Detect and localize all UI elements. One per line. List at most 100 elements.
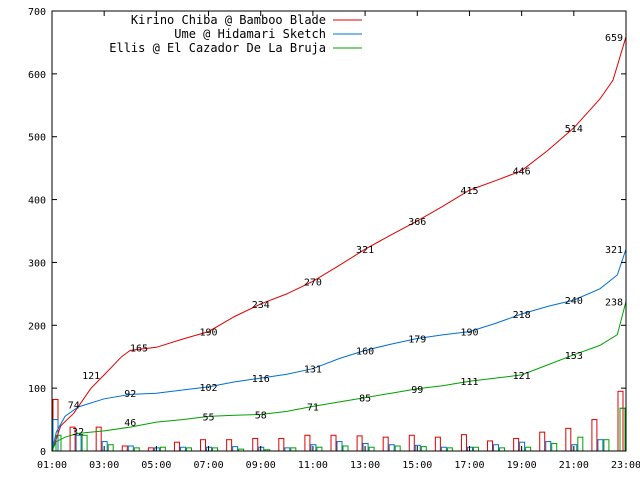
- bar: [591, 419, 598, 452]
- axes: 0 100 200 300 400 500 600 700 01:00 03:00 05:00 07:…: [28, 7, 640, 471]
- bar: [493, 444, 500, 452]
- bar: [179, 446, 186, 452]
- bar: [368, 446, 375, 452]
- bar: [304, 434, 311, 452]
- x-tick-label: 21:00: [559, 460, 589, 471]
- data-label: 111: [460, 377, 478, 388]
- data-label: 270: [304, 277, 322, 288]
- x-tick-label: 13:00: [350, 460, 380, 471]
- bar: [539, 431, 546, 452]
- data-label: 415: [460, 186, 478, 197]
- y-tick-label: 100: [28, 384, 46, 395]
- series-line-2: [51, 249, 627, 452]
- data-label: 160: [356, 346, 374, 357]
- bar: [159, 446, 166, 452]
- hourly-bars: [52, 390, 626, 452]
- data-labels: 121 165 190 234 270 321 366 415 446 514 659 74 92 102…: [68, 33, 623, 438]
- y-tick-label: 500: [28, 133, 46, 144]
- bar: [440, 446, 447, 452]
- x-tick-label: 19:00: [507, 460, 537, 471]
- bar: [342, 445, 349, 452]
- x-tick-label: 05:00: [141, 460, 171, 471]
- data-label: 131: [304, 365, 322, 376]
- bar: [173, 441, 180, 452]
- data-label: 366: [408, 217, 426, 228]
- bar: [200, 439, 207, 452]
- x-tick-label: 17:00: [454, 460, 484, 471]
- data-label: 55: [203, 412, 215, 423]
- x-tick-label: 07:00: [193, 460, 223, 471]
- data-label: 116: [252, 374, 270, 385]
- data-label: 46: [124, 418, 136, 429]
- bar: [127, 445, 134, 452]
- data-label: 190: [200, 328, 218, 339]
- legend-label: Ellis @ El Cazador De La Bruja: [109, 41, 326, 55]
- data-label: 321: [356, 245, 374, 256]
- bar: [551, 442, 558, 452]
- bar: [577, 436, 584, 452]
- x-tick-label: 23:00: [611, 460, 640, 471]
- data-label: 92: [124, 389, 136, 400]
- x-tick-label: 09:00: [246, 460, 276, 471]
- data-label: 153: [565, 351, 583, 362]
- bar: [330, 434, 337, 452]
- data-label: 659: [605, 33, 623, 44]
- bar: [565, 427, 572, 452]
- y-tick-label: 400: [28, 196, 46, 207]
- data-label: 121: [82, 371, 100, 382]
- bar: [460, 434, 467, 452]
- bar: [525, 446, 532, 452]
- bar: [420, 446, 427, 452]
- data-label: 240: [565, 296, 583, 307]
- y-tick-label: 0: [40, 447, 46, 458]
- bar: [394, 445, 401, 452]
- bar: [472, 446, 479, 452]
- legend-label: Kirino Chiba @ Bamboo Blade: [131, 13, 326, 27]
- bar: [278, 437, 285, 452]
- bar: [597, 439, 604, 452]
- data-label: 165: [130, 343, 148, 354]
- y-tick-label: 200: [28, 321, 46, 332]
- data-label: 234: [252, 300, 270, 311]
- y-tick-label: 600: [28, 70, 46, 81]
- data-label: 32: [72, 427, 84, 438]
- data-label: 58: [255, 411, 267, 422]
- x-tick-label: 15:00: [402, 460, 432, 471]
- data-label: 74: [68, 400, 80, 411]
- data-label: 218: [513, 310, 531, 321]
- bar: [95, 426, 102, 452]
- bar: [603, 439, 610, 452]
- bar: [408, 434, 415, 452]
- data-label: 514: [565, 124, 583, 135]
- bar: [356, 435, 363, 452]
- bar: [388, 444, 395, 452]
- y-tick-label: 300: [28, 258, 46, 269]
- data-label: 71: [307, 402, 319, 413]
- x-tick-label: 11:00: [298, 460, 328, 471]
- bar: [316, 446, 323, 452]
- series-line-1: [51, 36, 627, 452]
- data-label: 446: [513, 167, 531, 178]
- data-label: 190: [460, 328, 478, 339]
- bar: [252, 437, 259, 452]
- y-tick-label: 700: [28, 7, 46, 18]
- bar: [487, 440, 494, 452]
- bar: [382, 436, 389, 452]
- data-label: 179: [408, 334, 426, 345]
- data-label: 99: [411, 385, 423, 396]
- plot-frame: [51, 10, 627, 452]
- data-label: 121: [513, 371, 531, 382]
- bar: [434, 436, 441, 452]
- bar: [232, 446, 239, 452]
- data-label: 321: [605, 245, 623, 256]
- data-label: 238: [605, 297, 623, 308]
- legend-label: Ume @ Hidamari Sketch: [174, 27, 326, 41]
- series-line-3: [51, 301, 627, 452]
- x-tick-label: 01:00: [37, 460, 67, 471]
- data-label: 85: [359, 394, 371, 405]
- bar: [336, 441, 343, 452]
- bar: [513, 437, 520, 452]
